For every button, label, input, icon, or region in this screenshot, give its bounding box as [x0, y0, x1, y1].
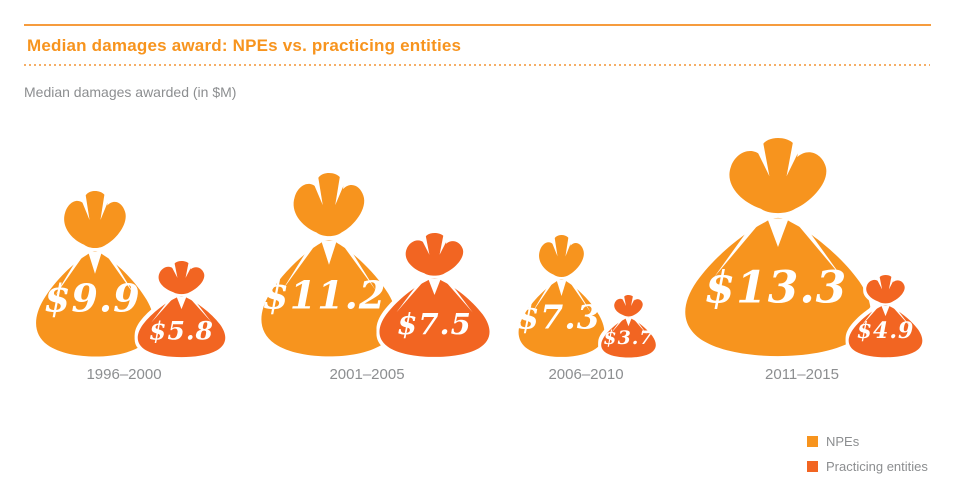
money-bag-practicing-2011-2015: $4.9: [843, 275, 928, 358]
dotted-divider: [24, 64, 930, 66]
legend-label-npes: NPEs: [826, 434, 860, 449]
legend-item-practicing-entities: Practicing entities: [807, 459, 928, 474]
bag-value-label: $4.9: [856, 317, 915, 344]
money-bag-icon: [848, 275, 923, 358]
category-label-2001-2005: 2001–2005: [329, 366, 405, 383]
money-bag-practicing-1996-2000: $5.8: [131, 261, 232, 358]
money-bag-practicing-2001-2005: $7.5: [371, 233, 498, 358]
legend-swatch-npes-icon: [807, 436, 818, 447]
money-bag-npes-2006-2010: $7.3: [512, 235, 611, 358]
bag-value-label: $5.8: [149, 316, 214, 346]
money-bag-npes-2001-2005: $11.2: [251, 173, 407, 358]
legend-item-npes: NPEs: [807, 434, 859, 449]
chart-subtitle: Median damages awarded (in $M): [24, 84, 237, 100]
money-bag-npes-1996-2000: $9.9: [27, 191, 163, 358]
bag-value-label: $7.3: [516, 297, 601, 337]
legend-label-practicing: Practicing entities: [826, 459, 928, 474]
bag-value-label: $7.5: [397, 307, 472, 342]
bag-value-label: $9.9: [43, 275, 141, 321]
category-label-1996-2000: 1996–2000: [86, 366, 162, 383]
money-bag-practicing-2006-2010: $3.7: [597, 295, 660, 358]
bag-value-label: $13.3: [704, 262, 848, 314]
category-label-2011-2015: 2011–2015: [765, 366, 839, 383]
page-title: Median damages award: NPEs vs. practicin…: [27, 36, 462, 55]
category-label-2006-2010: 2006–2010: [548, 366, 624, 383]
bag-value-label: $3.7: [603, 326, 654, 349]
legend-swatch-practicing-icon: [807, 461, 818, 472]
money-bag-npes-2011-2015: $13.3: [671, 138, 885, 358]
bag-value-label: $11.2: [262, 272, 387, 318]
top-rule: [24, 24, 931, 26]
